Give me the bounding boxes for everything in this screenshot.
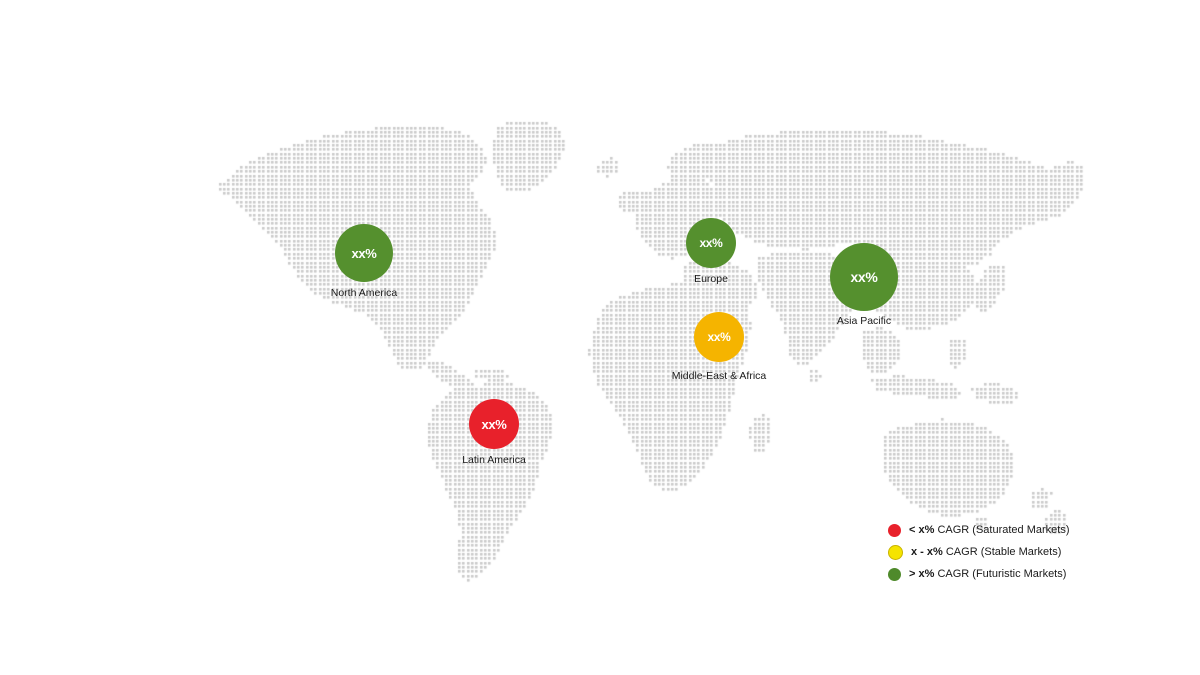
legend-label-futuristic-markets: > x% CAGR (Futuristic Markets)	[909, 568, 1066, 580]
legend-desc-futuristic-markets: CAGR (Futuristic Markets)	[934, 568, 1067, 580]
bubble-north-america[interactable]: xx%	[335, 224, 393, 282]
legend-label-saturated-markets: < x% CAGR (Saturated Markets)	[909, 524, 1069, 536]
legend-range-futuristic-markets: > x%	[909, 568, 935, 580]
legend-dot-icon-futuristic-markets	[888, 567, 901, 581]
label-middle-east-africa: Middle-East & Africa	[671, 370, 767, 382]
legend-item-saturated-markets[interactable]: < x% CAGR (Saturated Markets)	[888, 519, 1069, 541]
legend: < x% CAGR (Saturated Markets) x - x% CAGR…	[888, 519, 1069, 585]
legend-range-stable-markets: x - x%	[911, 546, 943, 558]
legend-desc-saturated-markets: CAGR (Saturated Markets)	[934, 524, 1070, 536]
legend-dot-icon-saturated-markets	[888, 523, 901, 537]
legend-item-stable-markets[interactable]: x - x% CAGR (Stable Markets)	[888, 541, 1069, 563]
label-latin-america: Latin America	[462, 454, 526, 466]
bubble-middle-east-africa[interactable]: xx%	[694, 312, 744, 362]
label-asia-pacific: Asia Pacific	[836, 315, 892, 327]
legend-range-saturated-markets: < x%	[909, 524, 935, 536]
bubble-europe[interactable]: xx%	[686, 218, 736, 268]
label-europe: Europe	[694, 273, 728, 285]
legend-desc-stable-markets: CAGR (Stable Markets)	[942, 546, 1062, 558]
legend-label-stable-markets: x - x% CAGR (Stable Markets)	[911, 546, 1061, 558]
bubble-asia-pacific[interactable]: xx%	[830, 243, 898, 311]
label-north-america: North America	[330, 287, 398, 299]
bubble-latin-america[interactable]: xx%	[469, 399, 519, 449]
legend-dot-icon-stable-markets	[888, 544, 903, 560]
legend-item-futuristic-markets[interactable]: > x% CAGR (Futuristic Markets)	[888, 563, 1069, 585]
